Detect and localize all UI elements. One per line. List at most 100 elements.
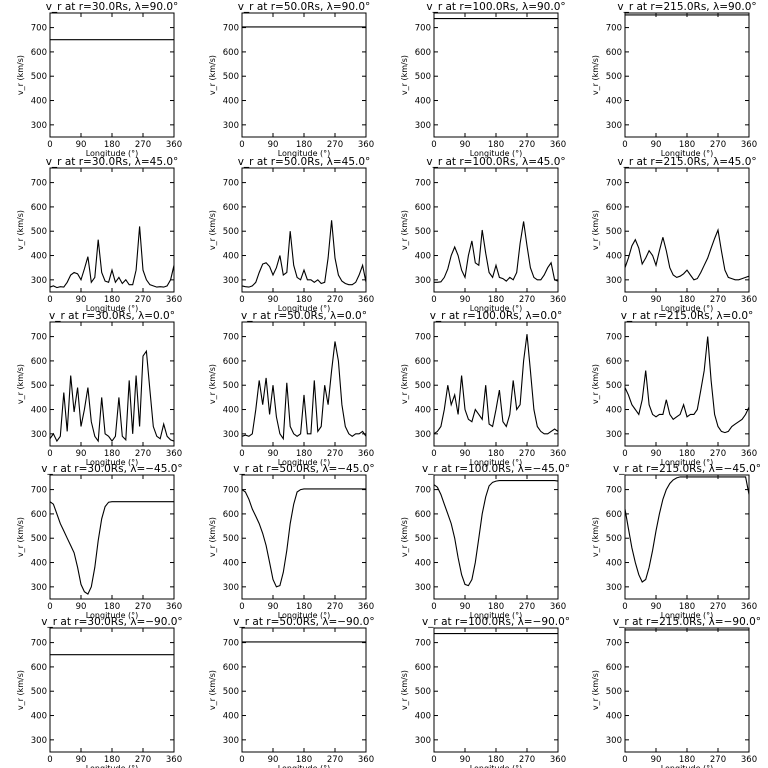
y-tick-label: 400 xyxy=(606,252,622,262)
y-tick-label: 400 xyxy=(31,97,47,107)
y-tick-label: 500 xyxy=(223,381,239,391)
x-tick-label: 360 xyxy=(358,602,374,612)
x-tick-label: 360 xyxy=(550,602,566,612)
x-tick-label: 0 xyxy=(239,449,244,459)
y-tick-label: 500 xyxy=(31,534,47,544)
x-tick-label: 180 xyxy=(488,140,504,150)
y-axis-label: v_r (km/s) xyxy=(591,210,600,250)
x-tick-label: 0 xyxy=(431,449,436,459)
chart-panel: v_r at r=50.0Rs, λ=45.0° 0 90 180 270 360 300 4… xyxy=(208,156,374,313)
x-tick-label: 90 xyxy=(460,140,471,150)
x-tick-label: 0 xyxy=(47,140,52,150)
chart-panel: v_r at r=100.0Rs, λ=−90.0° 0 90 180 270 360 30… xyxy=(400,616,570,768)
x-tick-label: 0 xyxy=(239,295,244,305)
x-tick-label: 0 xyxy=(622,755,627,765)
x-tick-label: 90 xyxy=(651,755,662,765)
y-tick-label: 400 xyxy=(606,559,622,569)
panel-frame xyxy=(49,12,175,138)
x-tick-label: 180 xyxy=(104,755,120,765)
x-tick-label: 0 xyxy=(431,140,436,150)
x-tick-label: 90 xyxy=(268,295,279,305)
x-tick-label: 180 xyxy=(488,602,504,612)
y-tick-label: 500 xyxy=(606,687,622,697)
y-tick-label: 400 xyxy=(415,97,431,107)
panel-frame xyxy=(49,321,175,447)
x-tick-label: 270 xyxy=(135,755,151,765)
x-axis-label: Longitude (°) xyxy=(661,149,714,158)
y-tick-label: 400 xyxy=(606,97,622,107)
y-tick-label: 600 xyxy=(606,663,622,673)
y-axis-label: v_r (km/s) xyxy=(400,670,409,710)
x-tick-label: 360 xyxy=(358,755,374,765)
y-tick-label: 600 xyxy=(223,357,239,367)
series-line xyxy=(50,226,174,289)
y-tick-label: 600 xyxy=(415,510,431,520)
x-axis-label: Longitude (°) xyxy=(470,458,523,467)
panel-frame xyxy=(433,12,559,138)
panel-title: v_r at r=50.0Rs, λ=45.0° xyxy=(238,156,371,168)
x-tick-label: 180 xyxy=(488,449,504,459)
y-tick-label: 400 xyxy=(415,252,431,262)
x-tick-label: 270 xyxy=(710,602,726,612)
y-tick-label: 600 xyxy=(31,663,47,673)
y-tick-label: 700 xyxy=(223,24,239,34)
x-tick-label: 90 xyxy=(76,602,87,612)
y-axis-label: v_r (km/s) xyxy=(591,670,600,710)
x-tick-label: 90 xyxy=(268,140,279,150)
x-axis-label: Longitude (°) xyxy=(86,304,139,313)
x-tick-label: 0 xyxy=(239,140,244,150)
y-tick-label: 600 xyxy=(606,357,622,367)
y-tick-label: 600 xyxy=(223,48,239,58)
y-tick-label: 400 xyxy=(223,97,239,107)
x-tick-label: 0 xyxy=(622,140,627,150)
panel-frame xyxy=(624,167,750,293)
chart-panel: v_r at r=50.0Rs, λ=−90.0° 0 90 180 270 360 300… xyxy=(208,616,375,768)
x-tick-label: 180 xyxy=(679,140,695,150)
x-axis-label: Longitude (°) xyxy=(661,304,714,313)
y-tick-label: 300 xyxy=(31,736,47,746)
panel-title: v_r at r=100.0Rs, λ=−90.0° xyxy=(422,616,570,628)
y-axis-label: v_r (km/s) xyxy=(591,55,600,95)
y-tick-label: 400 xyxy=(415,712,431,722)
panel-frame xyxy=(624,627,750,753)
x-axis-label: Longitude (°) xyxy=(278,764,331,768)
x-tick-label: 360 xyxy=(358,295,374,305)
panel-title: v_r at r=215.0Rs, λ=90.0° xyxy=(617,1,756,13)
x-tick-label: 270 xyxy=(135,602,151,612)
x-tick-label: 270 xyxy=(327,449,343,459)
y-tick-label: 500 xyxy=(606,534,622,544)
panel-title: v_r at r=30.0Rs, λ=−90.0° xyxy=(41,616,182,628)
y-tick-label: 300 xyxy=(606,736,622,746)
y-tick-label: 600 xyxy=(415,357,431,367)
x-tick-label: 360 xyxy=(550,295,566,305)
series-line xyxy=(625,476,749,583)
y-tick-label: 400 xyxy=(606,712,622,722)
panel-title: v_r at r=100.0Rs, λ=−45.0° xyxy=(422,463,570,475)
chart-panel: v_r at r=100.0Rs, λ=0.0° 0 90 180 270 360 300 4… xyxy=(400,310,566,467)
panel-title: v_r at r=30.0Rs, λ=−45.0° xyxy=(41,463,182,475)
y-axis-label: v_r (km/s) xyxy=(16,55,25,95)
y-tick-label: 300 xyxy=(415,736,431,746)
y-axis-label: v_r (km/s) xyxy=(400,55,409,95)
x-tick-label: 0 xyxy=(431,602,436,612)
y-tick-label: 400 xyxy=(223,406,239,416)
panel-title: v_r at r=215.0Rs, λ=−45.0° xyxy=(613,463,761,475)
chart-panel: v_r at r=30.0Rs, λ=90.0° 0 90 180 270 360 300 4… xyxy=(16,1,182,158)
y-tick-label: 600 xyxy=(606,48,622,58)
y-tick-label: 300 xyxy=(31,430,47,440)
chart-panel: v_r at r=215.0Rs, λ=−90.0° 0 90 180 270 360 30… xyxy=(591,616,761,768)
series-line xyxy=(50,349,174,443)
y-tick-label: 700 xyxy=(415,179,431,189)
y-tick-label: 700 xyxy=(415,639,431,649)
panel-frame xyxy=(433,627,559,753)
chart-panel: v_r at r=215.0Rs, λ=45.0° 0 90 180 270 360 300… xyxy=(591,156,757,313)
y-tick-label: 700 xyxy=(31,179,47,189)
y-tick-label: 400 xyxy=(31,406,47,416)
x-tick-label: 0 xyxy=(622,295,627,305)
x-tick-label: 90 xyxy=(76,295,87,305)
x-tick-label: 0 xyxy=(47,602,52,612)
y-axis-label: v_r (km/s) xyxy=(16,364,25,404)
y-tick-label: 500 xyxy=(415,381,431,391)
series-line xyxy=(434,480,558,587)
